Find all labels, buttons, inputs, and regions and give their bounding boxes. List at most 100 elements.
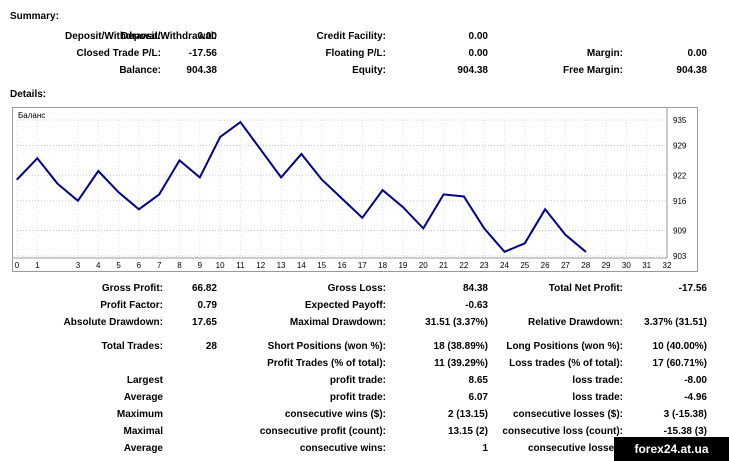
chart-point xyxy=(300,153,302,155)
chart-point xyxy=(280,176,282,178)
consecutive-loss-count-label: consecutive loss (count): xyxy=(502,426,623,437)
chart-x-tick-label: 4 xyxy=(96,261,101,270)
largest-profit-value: 8.65 xyxy=(468,375,488,386)
chart-x-tick-label: 26 xyxy=(541,261,550,270)
chart-x-tick-label: 11 xyxy=(236,261,245,270)
chart-x-tick-label: 32 xyxy=(663,261,672,270)
chart-x-tick-label: 9 xyxy=(198,261,203,270)
chart-x-tick-label: 5 xyxy=(116,261,121,270)
chart-point xyxy=(36,157,38,159)
chart-x-tick-label: 16 xyxy=(338,261,347,270)
maximum-label: Maximum xyxy=(116,409,163,420)
chart-point xyxy=(219,136,221,138)
profit-factor-label: Profit Factor: xyxy=(100,300,163,311)
summary-balance-value: 904.38 xyxy=(186,65,217,76)
total-net-profit-value: -17.56 xyxy=(678,283,707,294)
chart-x-tick-label: 3 xyxy=(76,261,81,270)
chart-x-tick-label: 23 xyxy=(480,261,489,270)
chart-x-tick-label: 24 xyxy=(500,261,509,270)
summary-closed-pl-label: Closed Trade P/L: xyxy=(76,48,161,59)
chart-y-tick-label: 903 xyxy=(673,252,687,261)
summary-credit-label: Credit Facility: xyxy=(316,31,386,42)
profit-trades-value: 11 (39.29%) xyxy=(434,358,488,369)
chart-y-tick-label: 916 xyxy=(673,197,687,206)
chart-point xyxy=(16,178,18,181)
chart-x-tick-label: 30 xyxy=(622,261,631,270)
chart-x-tick-label: 6 xyxy=(137,261,142,270)
total-net-profit-label: Total Net Profit: xyxy=(548,283,623,294)
gross-loss-label: Gross Loss: xyxy=(327,283,386,294)
chart-point xyxy=(503,251,506,253)
summary-floating-pl-value: 0.00 xyxy=(468,48,488,59)
chart-point xyxy=(382,189,384,191)
expected-payoff-label: Expected Payoff: xyxy=(304,300,386,311)
chart-point xyxy=(239,121,242,123)
deposit-label: Deposit/Withdrawal: xyxy=(120,31,217,42)
chart-point xyxy=(341,198,343,200)
largest-loss-label: loss trade: xyxy=(572,375,623,386)
chart-point xyxy=(463,195,465,198)
summary-free-margin-label: Free Margin: xyxy=(562,65,623,76)
consecutive-loss-count-value: -15.38 (3) xyxy=(663,426,707,437)
chart-point xyxy=(321,178,323,181)
chart-point xyxy=(138,208,140,210)
largest-loss-value: -8.00 xyxy=(684,375,707,386)
chart-point xyxy=(402,206,404,208)
maximal-drawdown-label: Maximal Drawdown: xyxy=(289,317,386,328)
summary-equity-value: 904.38 xyxy=(457,65,488,76)
average-consecutive-wins-value: 1 xyxy=(482,443,488,454)
chart-x-tick-label: 22 xyxy=(459,261,468,270)
summary-margin-label: Margin: xyxy=(586,48,623,59)
chart-point xyxy=(117,191,120,193)
consecutive-losses-dollar-label: consecutive losses ($): xyxy=(512,409,623,420)
summary-title: Summary: xyxy=(10,11,59,22)
consecutive-losses-dollar-value: 3 (-15.38) xyxy=(663,409,707,420)
profit-factor-value: 0.79 xyxy=(197,300,217,311)
average-loss-label: loss trade: xyxy=(572,392,623,403)
short-positions-value: 18 (38.89%) xyxy=(433,341,488,352)
chart-x-tick-label: 31 xyxy=(642,261,651,270)
chart-y-tick-label: 909 xyxy=(673,227,687,236)
absolute-drawdown-value: 17.65 xyxy=(191,317,217,328)
watermark-logo: forex24.at.ua xyxy=(614,437,729,461)
average-profit-label: profit trade: xyxy=(329,392,386,403)
summary-credit-value: 0.00 xyxy=(468,31,488,42)
consecutive-profit-count-value: 13.15 (2) xyxy=(447,426,488,437)
chart-point xyxy=(178,159,181,161)
chart-x-tick-label: 18 xyxy=(378,261,387,270)
chart-x-tick-label: 13 xyxy=(277,261,286,270)
average-label: Average xyxy=(123,392,163,403)
gross-profit-value: 66.82 xyxy=(191,283,217,294)
consecutive-wins-dollar-label: consecutive wins ($): xyxy=(284,409,386,420)
chart-x-tick-label: 21 xyxy=(439,261,448,270)
average2-label: Average xyxy=(123,443,163,454)
gross-loss-value: 84.38 xyxy=(462,283,488,294)
summary-equity-label: Equity: xyxy=(352,65,386,76)
chart-point xyxy=(442,193,445,195)
loss-trades-label: Loss trades (% of total): xyxy=(509,358,623,369)
chart-point xyxy=(544,208,546,210)
average-consecutive-losses-label: consecutive losses: xyxy=(527,443,623,454)
chart-point xyxy=(158,193,160,195)
average-profit-value: 6.07 xyxy=(468,392,488,403)
chart-x-tick-label: 0 xyxy=(15,261,20,270)
details-title: Details: xyxy=(10,89,47,100)
chart-point xyxy=(97,170,99,172)
total-trades-label: Total Trades: xyxy=(101,341,164,352)
largest-label: Largest xyxy=(126,375,163,386)
chart-y-tick-label: 935 xyxy=(673,116,687,125)
chart-x-tick-label: 19 xyxy=(398,261,407,270)
chart-point xyxy=(564,234,567,236)
chart-x-tick-label: 29 xyxy=(602,261,611,270)
chart-point xyxy=(57,183,59,185)
chart-x-tick-label: 27 xyxy=(561,261,570,270)
chart-x-tick-label: 12 xyxy=(256,261,265,270)
maximal-drawdown-value: 31.51 (3.37%) xyxy=(425,317,488,328)
summary-free-margin-value: 904.38 xyxy=(676,65,707,76)
relative-drawdown-label: Relative Drawdown: xyxy=(527,317,623,328)
summary-deposit-value: 0.00 xyxy=(197,31,217,42)
chart-point xyxy=(361,217,363,219)
gross-profit-label: Gross Profit: xyxy=(101,283,163,294)
chart-point xyxy=(585,251,587,253)
